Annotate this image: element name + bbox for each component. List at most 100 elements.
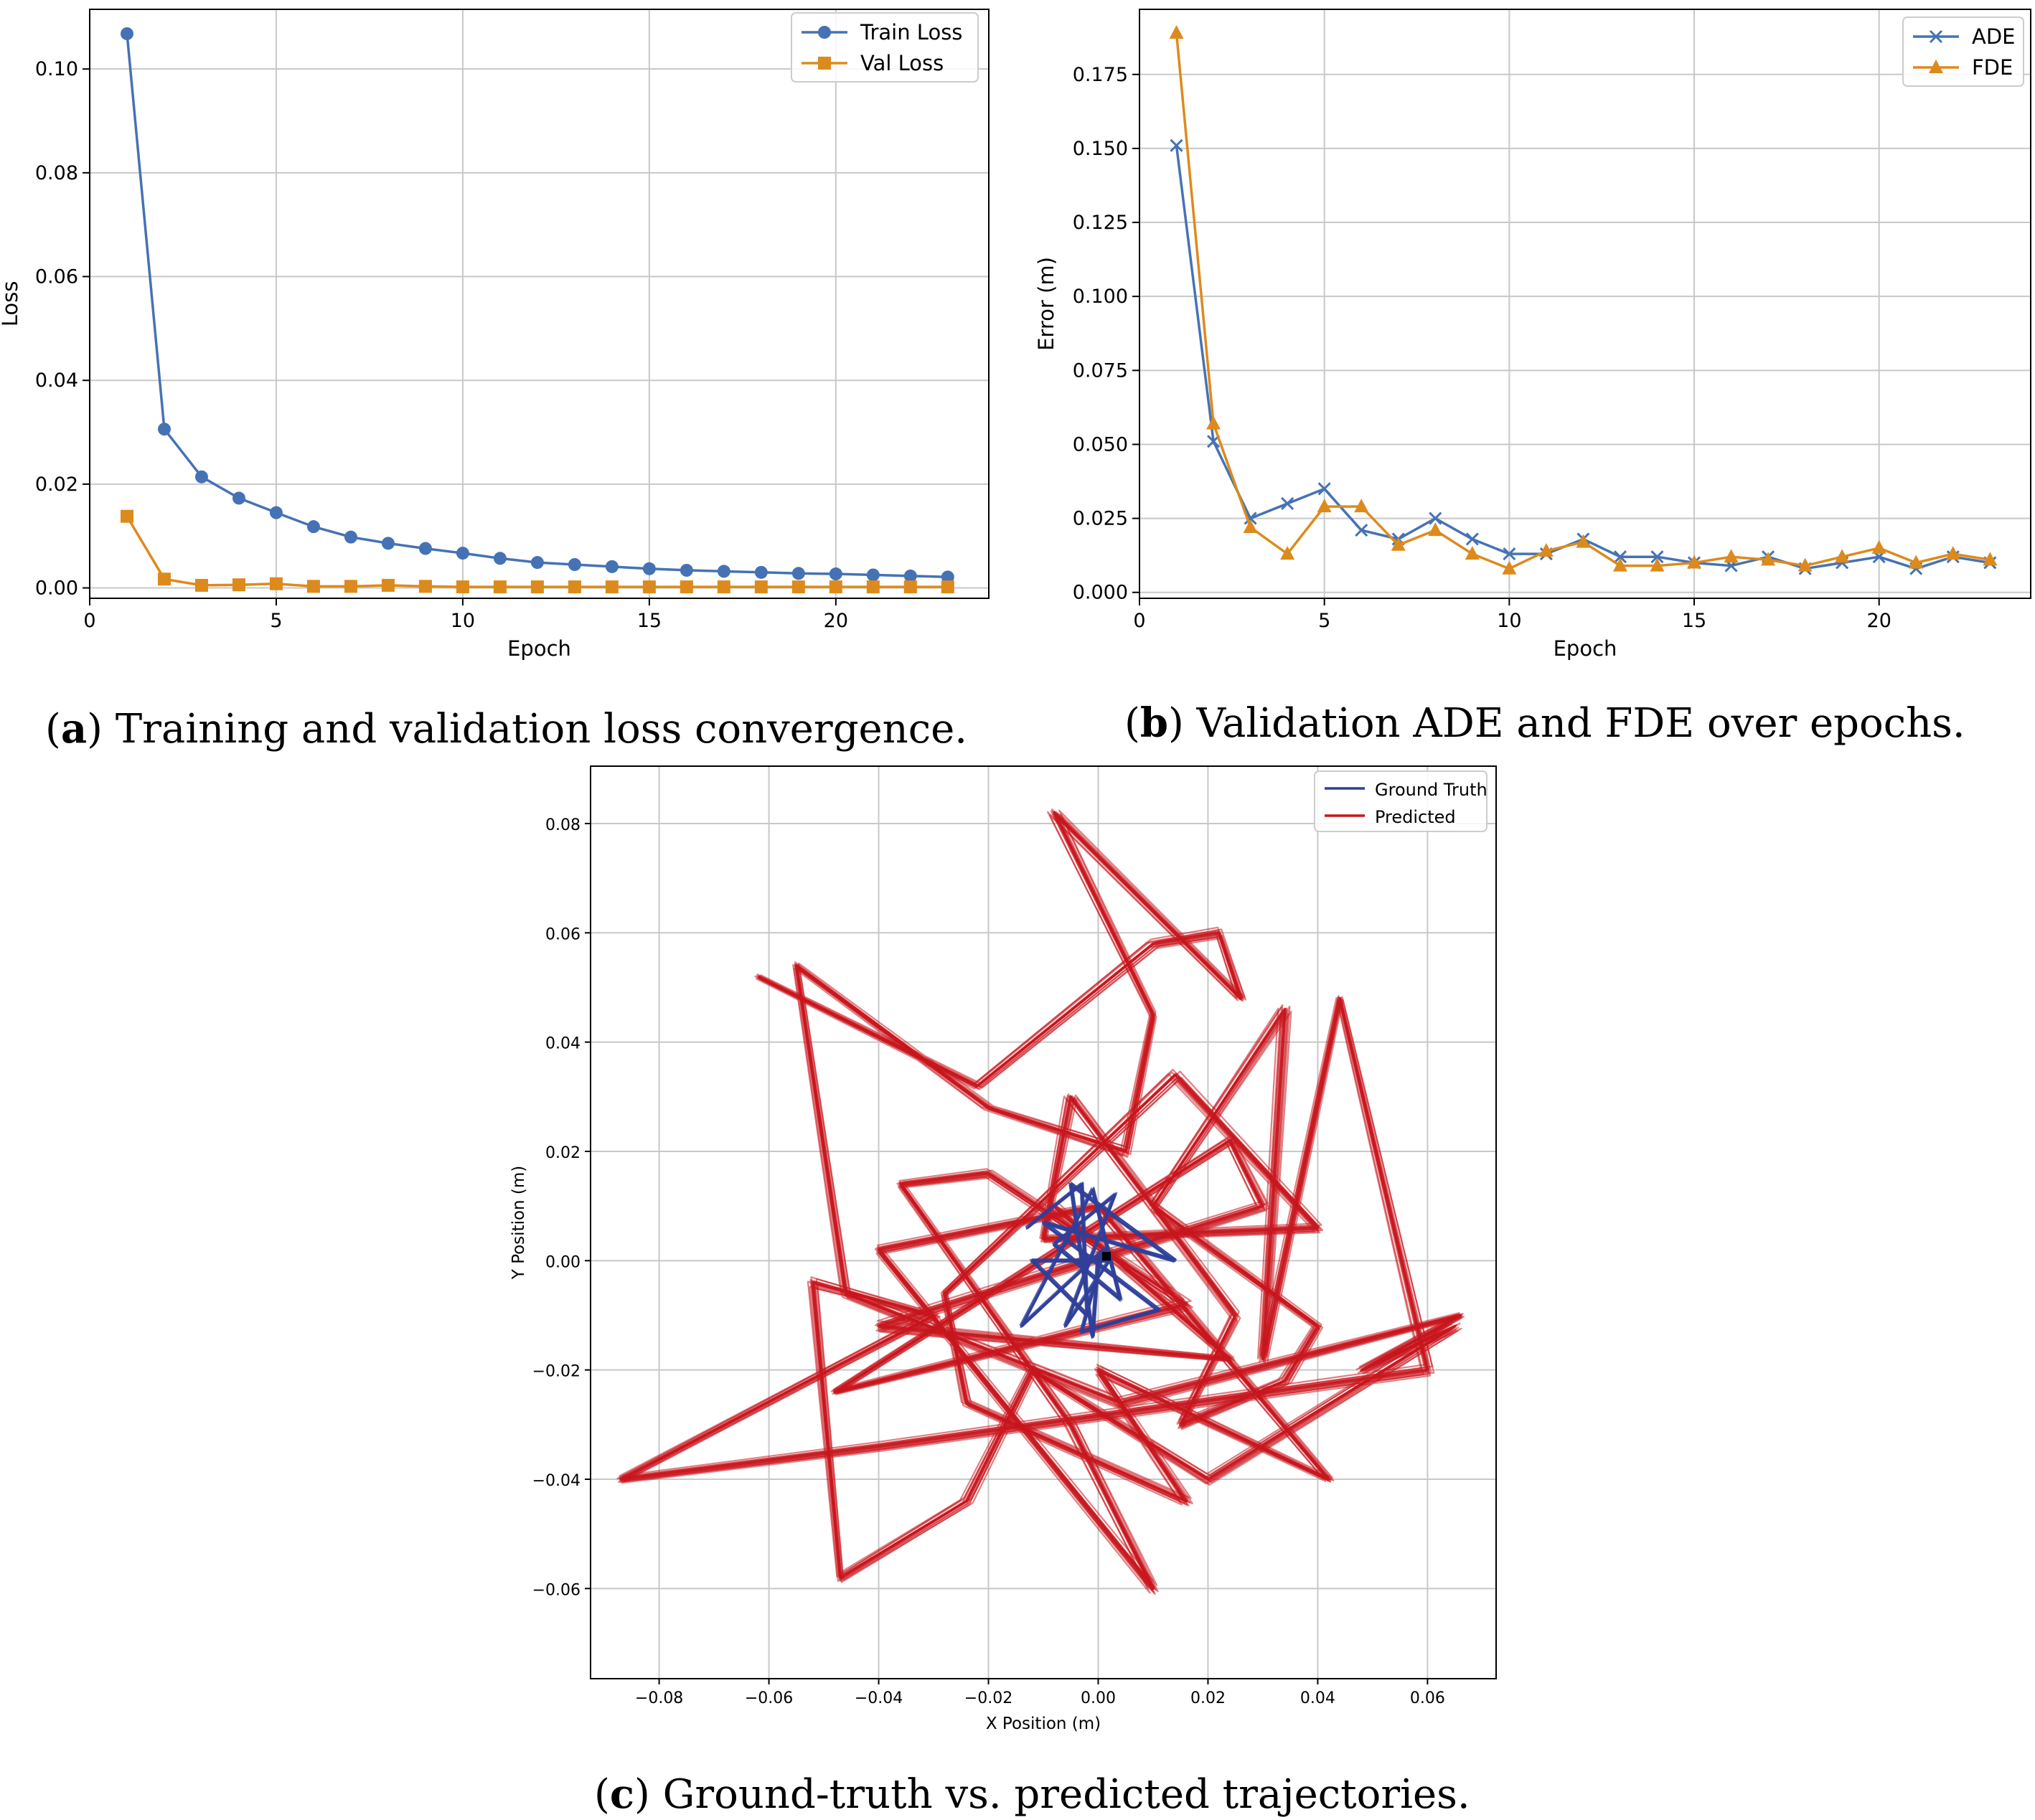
y-tick-label: 0.075	[1073, 359, 1128, 382]
series-predicted-line	[619, 811, 1462, 1590]
series-val-loss-point	[194, 578, 208, 592]
y-axis-label: Y Position (m)	[509, 1166, 528, 1281]
y-tick-label: 0.025	[1073, 508, 1128, 530]
x-tick-label: 10	[1497, 610, 1521, 632]
x-tick-label: −0.04	[855, 1689, 903, 1707]
caption-b-text: Validation ADE and FDE over epochs.	[1196, 700, 1965, 747]
y-tick-label: 0.100	[1073, 286, 1128, 308]
caption-c-text: Ground-truth vs. predicted trajectories.	[662, 1771, 1470, 1818]
series-val-loss-point	[866, 580, 880, 594]
series-train-loss-point	[381, 537, 395, 550]
plot-frame	[1139, 9, 2031, 599]
series-predicted-line	[623, 814, 1465, 1593]
x-tick-label: −0.02	[964, 1689, 1012, 1707]
series-train-loss-point	[903, 569, 917, 583]
x-tick-label: 10	[451, 610, 475, 632]
series-ade-point	[1503, 547, 1516, 561]
series-fde-point	[1724, 549, 1739, 563]
series-fde-point	[1797, 557, 1813, 572]
series-ade-point	[1429, 511, 1442, 525]
series-train-loss-point	[493, 552, 507, 565]
series-train-loss-point	[120, 27, 133, 40]
x-tick-label: 0.04	[1300, 1689, 1335, 1707]
series-train-loss-point	[530, 556, 544, 570]
series-val-loss-point	[717, 580, 730, 594]
y-tick-label: 0.000	[1073, 582, 1128, 604]
chart-c: −0.08 −0.06 −0.04 −0.02 0.00 0.02 0.04 0.06 −0.0…	[509, 765, 1497, 1733]
legend-label: FDE	[1972, 55, 2013, 80]
series-ade-line	[1175, 145, 1991, 570]
series-train-loss-point	[194, 470, 208, 484]
series-ground-truth-line	[1019, 1182, 1175, 1337]
series-val-loss-point	[568, 580, 581, 594]
series-train-loss-point	[568, 557, 581, 571]
legend-label: ADE	[1972, 24, 2016, 49]
x-axis-label: Epoch	[507, 636, 571, 661]
y-tick-label: 0.00	[35, 577, 78, 600]
series-fde-line	[1175, 32, 1991, 570]
series-fde-point	[1835, 549, 1850, 563]
x-tick-label: −0.06	[745, 1689, 793, 1707]
series-val-loss-point	[605, 580, 619, 594]
series-val-loss-point	[120, 509, 133, 523]
y-axis-label: Loss	[0, 281, 22, 327]
y-tick-label: −0.02	[532, 1363, 581, 1381]
y-tick-label: 0.125	[1073, 212, 1128, 234]
series-fde-point	[1243, 519, 1258, 533]
series-fde-point	[1391, 537, 1406, 551]
series-fde-point	[1687, 555, 1702, 569]
series-val-loss-point	[232, 578, 245, 592]
series-predicted-line	[622, 809, 1464, 1586]
series-ade-point	[1281, 496, 1294, 511]
series-val-loss-point	[754, 580, 768, 594]
series-fde-point	[1169, 25, 1184, 39]
caption-a: (a) Training and validation loss converg…	[45, 705, 968, 753]
series-val-loss-point	[941, 580, 954, 594]
y-tick-label: 0.04	[545, 1035, 581, 1053]
series-train-loss-point	[941, 570, 954, 584]
series-ade-point	[1465, 532, 1479, 546]
x-tick-label: 0	[83, 610, 95, 632]
x-tick-label: 0.06	[1410, 1689, 1445, 1707]
y-tick-label: 0.04	[35, 369, 78, 392]
series-fde-point	[1428, 522, 1443, 537]
series-train-loss-point	[269, 506, 283, 519]
series-ade-point	[1317, 482, 1331, 496]
series-val-loss-point	[456, 580, 469, 594]
y-tick-label: 0.050	[1073, 433, 1128, 456]
y-tick-label: 0.08	[545, 816, 581, 834]
series-fde-point	[1945, 546, 1960, 560]
series-train-loss-point	[232, 491, 245, 505]
series-val-loss-point	[903, 580, 917, 594]
x-tick-label: 20	[824, 610, 848, 632]
series-fde-point	[1761, 552, 1776, 566]
series-train-loss-point	[344, 530, 357, 544]
x-tick-label: −0.08	[635, 1689, 683, 1707]
legend-label: Train Loss	[860, 20, 962, 44]
series-val-loss-point	[269, 577, 283, 590]
legend-swatch-marker	[1929, 60, 1943, 73]
series-train-loss-point	[306, 520, 320, 534]
series-fde-point	[1871, 539, 1886, 554]
caption-a-text: Training and validation loss convergence…	[115, 706, 968, 753]
legend-label: Ground Truth	[1375, 780, 1488, 800]
series-fde-point	[1612, 557, 1627, 572]
series-fde-point	[1280, 546, 1295, 560]
series-predicted-line	[621, 811, 1462, 1588]
y-tick-label: 0.175	[1073, 64, 1128, 86]
series-val-loss-point	[642, 580, 656, 594]
plot-frame	[89, 9, 990, 599]
series-ade-point	[1170, 138, 1183, 152]
series-train-loss-point	[680, 563, 693, 577]
series-fde-point	[1538, 542, 1554, 557]
series-val-loss-point	[493, 580, 507, 594]
y-tick-label: 0.02	[35, 473, 78, 496]
x-tick-label: 5	[1318, 610, 1330, 632]
series-ground-truth-line	[1021, 1181, 1177, 1336]
series-val-loss-point	[157, 572, 171, 586]
series-val-loss-line	[126, 515, 948, 588]
series-ade-point	[1613, 550, 1627, 564]
caption-c: (c) Ground-truth vs. predicted trajector…	[594, 1771, 1470, 1818]
y-tick-label: 0.00	[545, 1253, 581, 1271]
